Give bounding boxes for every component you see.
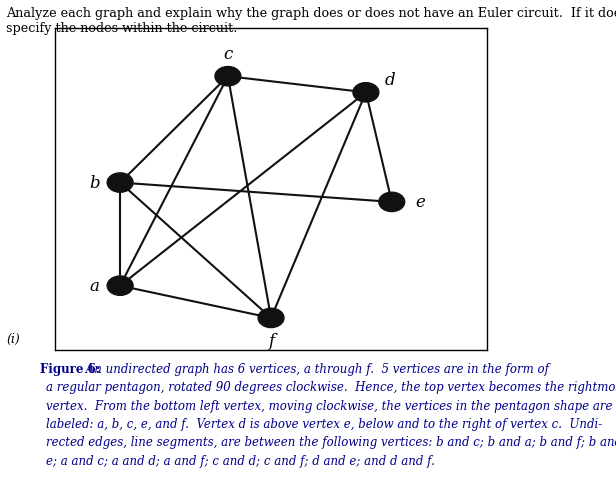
Text: e: e — [415, 194, 425, 211]
Text: rected edges, line segments, are between the following vertices: b and c; b and : rected edges, line segments, are between… — [46, 435, 616, 448]
Circle shape — [107, 276, 133, 296]
Text: a: a — [89, 277, 99, 295]
Circle shape — [353, 84, 379, 103]
Text: Analyze each graph and explain why the graph does or does not have an Euler circ: Analyze each graph and explain why the g… — [6, 7, 616, 20]
Circle shape — [215, 67, 241, 87]
Text: specify the nodes within the circuit.: specify the nodes within the circuit. — [6, 22, 238, 35]
Text: e; a and c; a and d; a and f; c and d; c and f; d and e; and d and f.: e; a and c; a and d; a and f; c and d; c… — [46, 454, 435, 467]
Text: labeled: a, b, c, e, and f.  Vertex d is above vertex e, below and to the right : labeled: a, b, c, e, and f. Vertex d is … — [46, 417, 602, 430]
Text: An undirected graph has 6 vertices, a through f.  5 vertices are in the form of: An undirected graph has 6 vertices, a th… — [82, 362, 549, 375]
Text: (i): (i) — [6, 333, 20, 346]
Text: a regular pentagon, rotated 90 degrees clockwise.  Hence, the top vertex becomes: a regular pentagon, rotated 90 degrees c… — [46, 381, 616, 394]
Text: f: f — [268, 332, 274, 349]
Text: vertex.  From the bottom left vertex, moving clockwise, the vertices in the pent: vertex. From the bottom left vertex, mov… — [46, 399, 613, 412]
Circle shape — [379, 193, 405, 212]
Circle shape — [258, 309, 284, 328]
Circle shape — [107, 174, 133, 193]
Text: c: c — [223, 46, 233, 63]
Text: Figure 6:: Figure 6: — [40, 362, 100, 375]
Text: b: b — [89, 175, 100, 192]
Text: d: d — [384, 72, 395, 89]
